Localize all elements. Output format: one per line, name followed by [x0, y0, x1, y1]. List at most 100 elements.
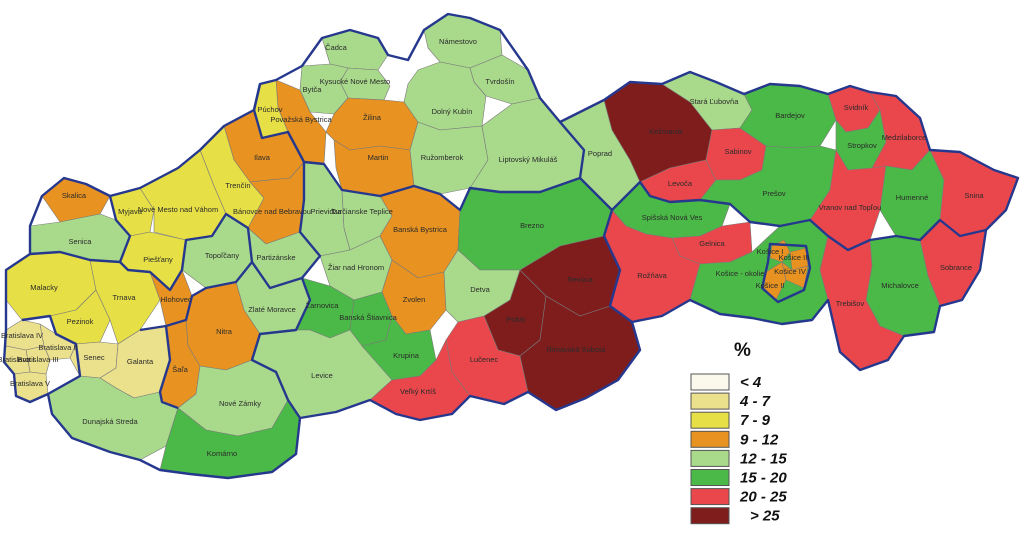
- district-label-humenne: Humenné: [896, 193, 929, 202]
- region-border: [139, 324, 167, 332]
- district-label-pezinok: Pezinok: [67, 317, 94, 326]
- district-label-kysucke-nove-mesto: Kysucké Nové Mesto: [320, 77, 390, 86]
- legend-label: 9 - 12: [740, 431, 779, 448]
- district-label-komarno: Komárno: [207, 449, 237, 458]
- legend-swatch: [690, 488, 730, 506]
- district-label-sala: Šaľa: [172, 365, 188, 374]
- district-label-tvrdosin: Tvrdošín: [485, 77, 514, 86]
- district-label-sobrance: Sobrance: [940, 263, 972, 272]
- district-label-namestovo: Námestovo: [439, 37, 477, 46]
- district-label-zarnovica: Žarnovica: [306, 301, 340, 310]
- district-label-michalovce: Michalovce: [881, 281, 919, 290]
- legend-label: 15 - 20: [740, 470, 787, 487]
- district-label-martin: Martin: [368, 153, 389, 162]
- district-label-roznava: Rožňava: [637, 271, 667, 280]
- district-label-presov: Prešov: [762, 189, 786, 198]
- district-label-nitra: Nitra: [216, 327, 233, 336]
- district-label-brezno: Brezno: [520, 221, 544, 230]
- district-label-kosice-iii: Košice III: [779, 253, 810, 262]
- district-label-kosice-okolie: Košice - okolie: [716, 269, 765, 278]
- district-label-bratislava-iv: Bratislava IV: [1, 331, 43, 340]
- district-label-dolny-kubin: Dolný Kubín: [432, 107, 473, 116]
- district-label-partizanske: Partizánske: [256, 253, 295, 262]
- district-label-bytca: Bytča: [303, 85, 323, 94]
- district-label-prievidza: Prievidza: [311, 207, 343, 216]
- district-label-krupina: Krupina: [393, 351, 420, 360]
- district-label-topolcany: Topoľčany: [205, 251, 240, 260]
- region-border: [602, 209, 633, 323]
- district-liptovsky-mikulas: [469, 97, 585, 193]
- region-border: [760, 242, 812, 304]
- district-label-kosice-i: Košice I: [757, 247, 784, 256]
- district-label-malacky: Malacky: [30, 283, 58, 292]
- district-label-velky-krtis: Veľký Krtíš: [400, 387, 436, 396]
- district-label-bardejov: Bardejov: [775, 111, 805, 120]
- district-label-sabinov: Sabinov: [724, 147, 751, 156]
- district-label-ilava: Ilava: [254, 153, 271, 162]
- district-label-stara-lubovna: Stará Ľubovňa: [690, 97, 740, 106]
- district-kosice-iv: [781, 261, 809, 289]
- legend-label: > 25: [750, 508, 780, 525]
- district-label-revuca: Revúca: [567, 275, 593, 284]
- district-labels-layer: Čadca Námestovo Kysucké Nové Mesto Tvrdošín…: [0, 37, 984, 458]
- district-label-myjava: Myjava: [118, 207, 143, 216]
- district-label-kosice-ii: Košice II: [756, 281, 785, 290]
- legend-swatch: [690, 507, 730, 525]
- district-label-gelnica: Gelnica: [699, 239, 725, 248]
- district-label-povazska-bystrica: Považská Bystrica: [270, 115, 332, 124]
- district-label-levoca: Levoča: [668, 179, 693, 188]
- district-label-spisska-nova-ves: Spišská Nová Ves: [642, 213, 703, 222]
- district-label-bratislava-v: Bratislava V: [10, 379, 50, 388]
- district-label-poprad: Poprad: [588, 149, 612, 158]
- region-border: [250, 277, 312, 419]
- district-label-piestany: Piešťany: [143, 255, 173, 264]
- district-label-turcianske-teplice: Turčianske Teplice: [331, 207, 393, 216]
- district-label-zvolen: Zvolen: [403, 295, 426, 304]
- district-label-banovce-nad-bebravou: Bánovce nad Bebravou: [233, 207, 311, 216]
- legend-swatch: [690, 373, 730, 391]
- district-label-trebisov: Trebišov: [836, 299, 865, 308]
- district-label-dunajska-streda: Dunajská Streda: [82, 417, 138, 426]
- district-label-cadca: Čadca: [325, 43, 348, 52]
- district-label-liptovsky-mikulas: Liptovský Mikuláš: [499, 155, 558, 164]
- legend-swatch: [690, 430, 730, 448]
- country-border: [2, 12, 1020, 480]
- district-label-ziar-nad-hronom: Žiar nad Hronom: [328, 263, 384, 272]
- region-border: [251, 162, 322, 290]
- region-border: [29, 212, 254, 410]
- district-label-trencin: Trenčín: [225, 181, 250, 190]
- legend-label: 7 - 9: [740, 412, 771, 429]
- district-label-kezmarok: Kežmarok: [649, 127, 683, 136]
- legend-label: < 4: [740, 374, 762, 391]
- legend-swatch: [690, 411, 730, 429]
- district-label-zlate-moravce: Zlaté Moravce: [248, 305, 296, 314]
- district-label-zilina: Žilina: [363, 113, 382, 122]
- district-label-galanta: Galanta: [127, 357, 154, 366]
- legend-label: 20 - 25: [739, 489, 787, 506]
- district-label-ruzomberok: Ružomberok: [421, 153, 464, 162]
- region-border: [252, 83, 613, 212]
- district-label-svidnik: Svidník: [844, 103, 869, 112]
- district-label-levice: Levice: [311, 371, 333, 380]
- region-border: [611, 180, 987, 252]
- district-label-vranov-nad-toplou: Vranov nad Topľou: [819, 203, 882, 212]
- district-label-rimavska-sobota: Rimavská Sobota: [547, 345, 607, 354]
- legend: % < 4 4 - 7 7 - 9 9 - 12 12 - 15 15 - 20 20 - …: [690, 340, 787, 525]
- district-label-trnava: Trnava: [112, 293, 136, 302]
- district-label-nove-mesto-nad-vahom: Nové Mesto nad Váhom: [138, 205, 218, 214]
- region-border: [21, 314, 82, 396]
- district-label-senec: Senec: [83, 353, 105, 362]
- district-label-hlohovec: Hlohovec: [160, 295, 192, 304]
- district-label-bratislava-iii: Bratislava III: [17, 355, 58, 364]
- legend-title: %: [734, 340, 751, 361]
- district-label-nove-zamky: Nové Zámky: [219, 399, 261, 408]
- district-label-detva: Detva: [470, 285, 490, 294]
- legend-swatch: [690, 469, 730, 486]
- district-label-puchov: Púchov: [257, 105, 282, 114]
- region-borders-layer: [2, 12, 1020, 480]
- district-label-poltar: Poltár: [506, 315, 526, 324]
- legend-label: 12 - 15: [740, 450, 787, 467]
- district-label-snina: Snina: [964, 191, 984, 200]
